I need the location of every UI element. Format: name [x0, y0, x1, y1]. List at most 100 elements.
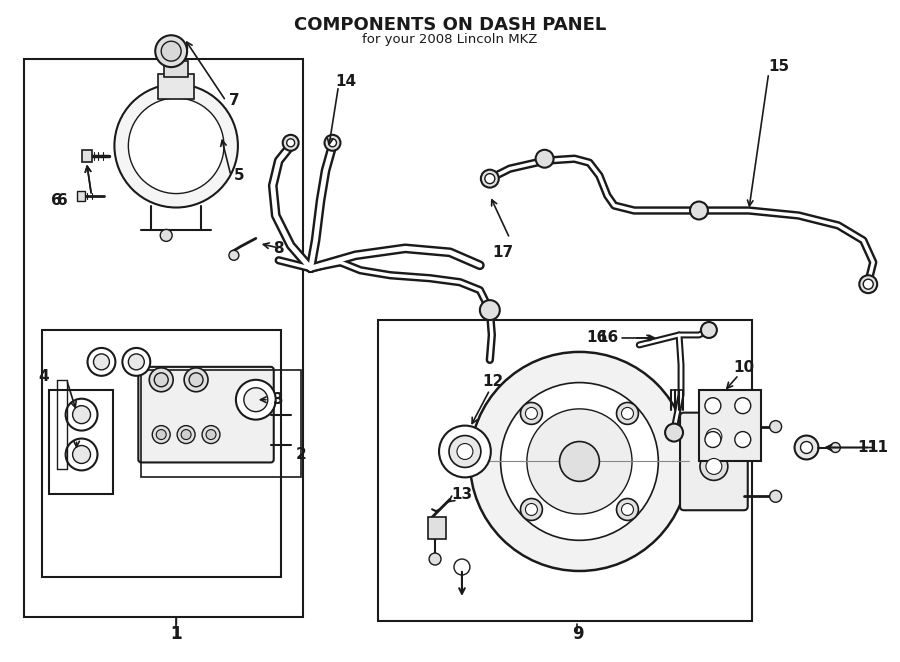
Circle shape: [328, 139, 337, 147]
Circle shape: [206, 430, 216, 440]
Text: 7: 7: [229, 93, 239, 109]
Circle shape: [690, 201, 708, 220]
Text: 8: 8: [273, 241, 284, 256]
Circle shape: [161, 41, 181, 61]
Circle shape: [129, 354, 144, 370]
Text: for your 2008 Lincoln MKZ: for your 2008 Lincoln MKZ: [363, 33, 537, 46]
Circle shape: [795, 436, 818, 459]
Circle shape: [236, 380, 275, 420]
Circle shape: [154, 373, 168, 387]
Circle shape: [66, 399, 97, 430]
Text: 1: 1: [170, 625, 182, 643]
Bar: [378, 320, 752, 621]
Circle shape: [184, 368, 208, 392]
Circle shape: [706, 459, 722, 475]
Circle shape: [177, 426, 195, 444]
Circle shape: [701, 322, 717, 338]
Circle shape: [480, 300, 500, 320]
Text: 9: 9: [572, 625, 583, 643]
Text: 10: 10: [734, 360, 754, 375]
Circle shape: [526, 407, 537, 420]
Circle shape: [189, 373, 203, 387]
Bar: [76, 191, 85, 201]
Bar: [141, 370, 301, 477]
Text: 6: 6: [57, 193, 68, 208]
Circle shape: [87, 348, 115, 376]
Circle shape: [700, 453, 728, 481]
Circle shape: [734, 398, 751, 414]
Circle shape: [94, 354, 110, 370]
Circle shape: [622, 407, 634, 420]
Text: 4: 4: [39, 369, 49, 385]
Circle shape: [73, 406, 91, 424]
Circle shape: [536, 150, 554, 167]
Circle shape: [734, 432, 751, 448]
Circle shape: [152, 426, 170, 444]
Circle shape: [114, 84, 238, 207]
Circle shape: [665, 424, 683, 442]
Circle shape: [155, 35, 187, 67]
Text: 1: 1: [170, 625, 182, 643]
Circle shape: [149, 368, 173, 392]
Text: 13: 13: [452, 487, 472, 502]
Bar: [82, 150, 92, 162]
FancyBboxPatch shape: [680, 412, 748, 510]
Circle shape: [616, 402, 638, 424]
Text: 2: 2: [295, 447, 306, 462]
Circle shape: [485, 173, 495, 183]
Circle shape: [770, 491, 781, 502]
Text: 17: 17: [492, 245, 513, 260]
Circle shape: [287, 139, 294, 147]
Circle shape: [700, 422, 728, 451]
Circle shape: [860, 275, 878, 293]
Circle shape: [622, 504, 634, 516]
Circle shape: [526, 504, 537, 516]
Circle shape: [831, 442, 841, 453]
Bar: [699, 390, 760, 461]
Circle shape: [481, 169, 499, 187]
Text: 3: 3: [273, 392, 284, 407]
Text: 5: 5: [234, 168, 245, 183]
Circle shape: [244, 388, 268, 412]
Text: 14: 14: [335, 73, 356, 89]
Circle shape: [500, 383, 658, 540]
Text: 16: 16: [587, 330, 608, 346]
Circle shape: [705, 398, 721, 414]
Bar: [49, 390, 113, 495]
Circle shape: [181, 430, 191, 440]
Bar: [428, 517, 446, 539]
Bar: [158, 74, 194, 99]
Bar: [164, 61, 188, 77]
Circle shape: [439, 426, 491, 477]
Circle shape: [454, 559, 470, 575]
Circle shape: [449, 436, 481, 467]
Circle shape: [560, 442, 599, 481]
Circle shape: [160, 230, 172, 242]
Circle shape: [283, 135, 299, 151]
Circle shape: [705, 432, 721, 448]
Text: 16: 16: [598, 330, 618, 346]
Circle shape: [229, 250, 238, 260]
Circle shape: [526, 409, 632, 514]
Circle shape: [325, 135, 340, 151]
Circle shape: [470, 352, 689, 571]
Text: 6: 6: [51, 193, 62, 208]
Circle shape: [770, 420, 781, 432]
Circle shape: [616, 498, 638, 520]
Bar: [23, 59, 302, 617]
Text: COMPONENTS ON DASH PANEL: COMPONENTS ON DASH PANEL: [294, 17, 606, 34]
Circle shape: [800, 442, 813, 453]
Circle shape: [73, 446, 91, 463]
Text: 11: 11: [857, 440, 878, 455]
Circle shape: [706, 428, 722, 444]
Bar: [41, 330, 281, 577]
Circle shape: [863, 279, 873, 289]
Text: 11: 11: [868, 440, 888, 455]
Circle shape: [157, 430, 166, 440]
Circle shape: [129, 98, 224, 193]
Circle shape: [122, 348, 150, 376]
Text: 15: 15: [768, 59, 789, 73]
FancyBboxPatch shape: [139, 367, 274, 463]
Circle shape: [520, 498, 543, 520]
Circle shape: [520, 402, 543, 424]
